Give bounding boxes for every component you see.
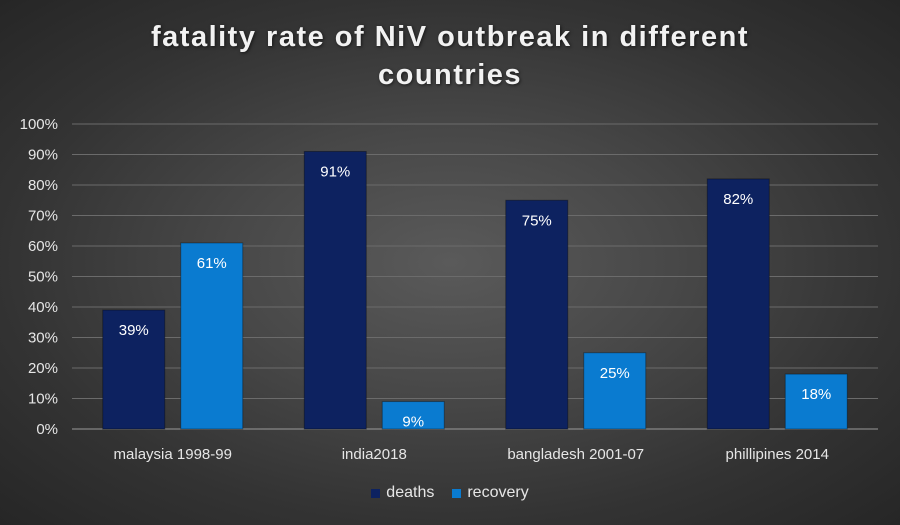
x-tick-label: bangladesh 2001-07 [507, 446, 644, 463]
data-label: 9% [402, 414, 424, 431]
legend-label-deaths: deaths [386, 484, 435, 501]
data-label: 25% [600, 365, 630, 382]
data-label: 61% [197, 255, 227, 272]
y-tick-label: 0% [36, 421, 58, 438]
bar-recovery [583, 352, 647, 430]
bar-deaths [303, 150, 367, 430]
legend: deaths recovery [0, 484, 900, 502]
bar-deaths [102, 309, 166, 430]
y-tick-label: 30% [28, 330, 58, 347]
data-label: 82% [723, 191, 753, 208]
bar-deaths [706, 178, 770, 430]
y-tick-label: 70% [28, 208, 58, 225]
legend-swatch-recovery [452, 488, 462, 498]
y-tick-label: 90% [28, 147, 58, 164]
legend-swatch-deaths [371, 488, 381, 498]
x-tick-label: india2018 [342, 446, 407, 463]
y-tick-label: 10% [28, 391, 58, 408]
data-label: 18% [801, 386, 831, 403]
y-tick-label: 60% [28, 238, 58, 255]
y-tick-label: 100% [20, 116, 58, 133]
x-tick-label: phillipines 2014 [726, 446, 829, 463]
legend-item-recovery: recovery [452, 484, 529, 502]
chart-title: fatality rate of NiV outbreak in differe… [151, 21, 749, 91]
legend-label-recovery: recovery [467, 484, 529, 501]
x-tick-label: malaysia 1998-99 [114, 446, 232, 463]
bar-recovery [180, 242, 244, 430]
data-label: 39% [119, 322, 149, 339]
y-tick-label: 50% [28, 269, 58, 286]
bar-recovery [381, 401, 445, 430]
legend-item-deaths: deaths [371, 484, 434, 502]
bar-recovery [784, 373, 848, 430]
y-tick-label: 20% [28, 360, 58, 377]
y-tick-label: 40% [28, 299, 58, 316]
y-tick-label: 80% [28, 177, 58, 194]
data-label: 75% [522, 212, 552, 229]
data-label: 91% [320, 163, 350, 180]
bar-deaths [505, 199, 569, 430]
